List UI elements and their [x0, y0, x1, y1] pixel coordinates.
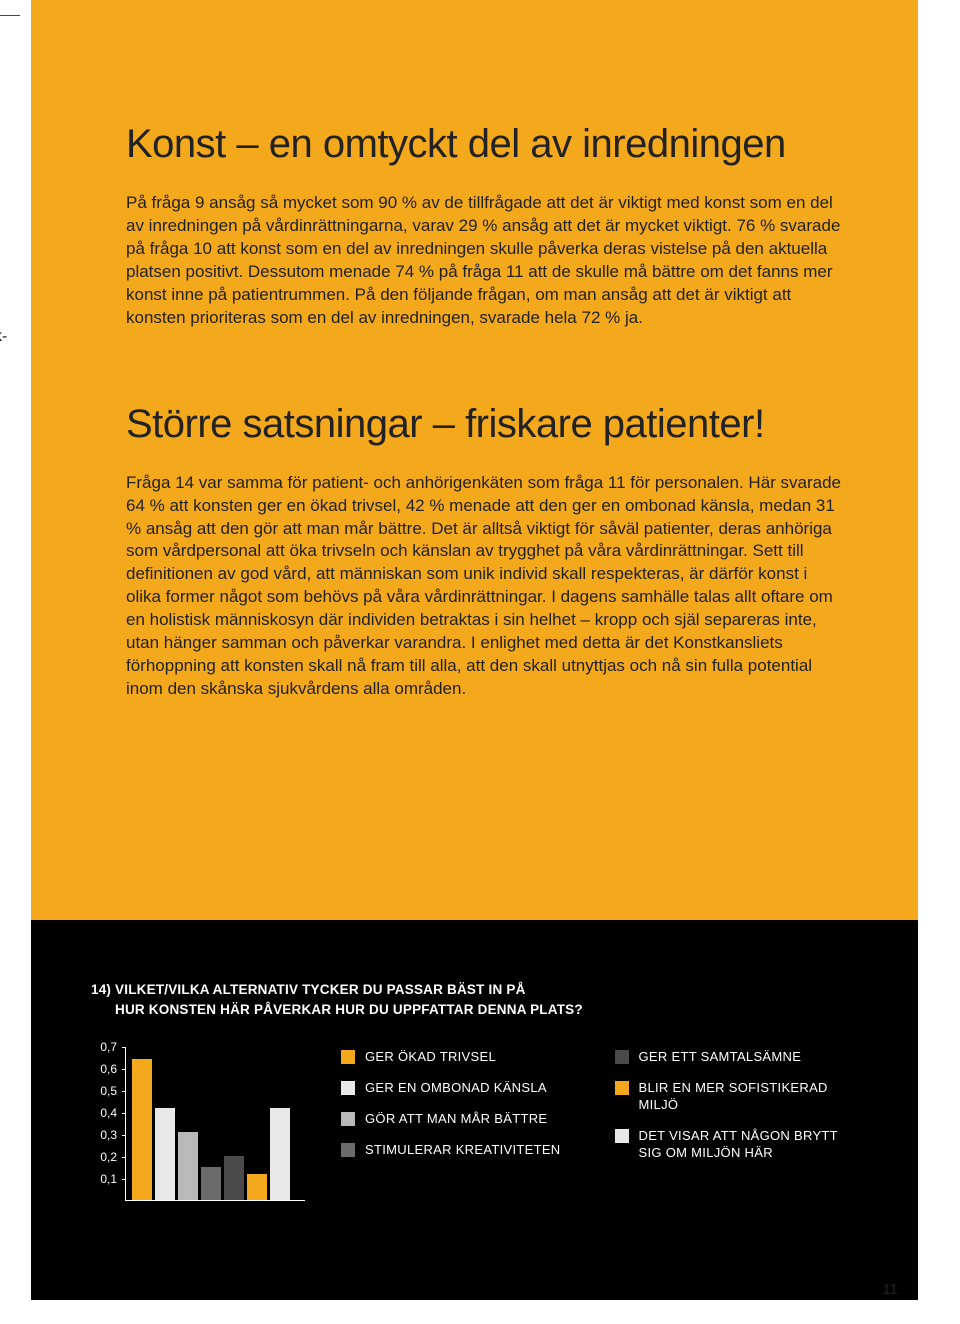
- y-tick-mark: [122, 1135, 126, 1136]
- page-number: 11: [882, 1281, 898, 1298]
- legend-swatch: [341, 1143, 355, 1157]
- y-tick-mark: [122, 1179, 126, 1180]
- legend-label: DET VISAR ATT NÅGON BRYTT SIG OM MILJÖN …: [639, 1128, 859, 1162]
- article1-heading: Konst – en omtyckt del av inredningen: [126, 120, 843, 168]
- y-tick-mark: [122, 1091, 126, 1092]
- crop-mark-top: [0, 15, 20, 16]
- legend-item: GÖR ATT MAN MÅR BÄTTRE: [341, 1111, 585, 1128]
- legend-label: GER EN OMBONAD KÄNSLA: [365, 1080, 547, 1097]
- y-tick-mark: [122, 1113, 126, 1114]
- y-tick-label: 0,2: [100, 1150, 117, 1164]
- legend-swatch: [615, 1129, 629, 1143]
- y-tick-label: 0,1: [100, 1172, 117, 1186]
- chart-row: 0,70,60,50,40,30,20,1 GER ÖKAD TRIVSELGE…: [91, 1047, 858, 1227]
- plot-area: [125, 1047, 305, 1201]
- y-tick-mark: [122, 1047, 126, 1048]
- legend-label: BLIR EN MER SOFISTIKERAD MILJÖ: [639, 1080, 859, 1114]
- bar: [132, 1059, 152, 1200]
- y-tick-mark: [122, 1157, 126, 1158]
- legend-item: DET VISAR ATT NÅGON BRYTT SIG OM MILJÖN …: [615, 1128, 859, 1162]
- y-tick-label: 0,3: [100, 1128, 117, 1142]
- legend-swatch: [341, 1112, 355, 1126]
- side-marker: k-: [0, 328, 7, 346]
- legend-item: STIMULERAR KREATIVITETEN: [341, 1142, 585, 1159]
- bar: [247, 1174, 267, 1200]
- legend-col-1: GER ÖKAD TRIVSEL GER EN OMBONAD KÄNSLA GÖR…: [341, 1047, 585, 1227]
- article2-body: Fråga 14 var samma för patient- och anhö…: [126, 472, 843, 701]
- legend-label: GER ÖKAD TRIVSEL: [365, 1049, 496, 1066]
- bar: [201, 1167, 221, 1200]
- article2-heading: Större satsningar – friskare patienter!: [126, 400, 843, 448]
- y-tick-mark: [122, 1069, 126, 1070]
- bar: [224, 1156, 244, 1200]
- legend-item: BLIR EN MER SOFISTIKERAD MILJÖ: [615, 1080, 859, 1114]
- bar: [155, 1108, 175, 1200]
- article2: Större satsningar – friskare patienter! …: [126, 400, 843, 701]
- bar: [178, 1132, 198, 1200]
- question-line2: HUR KONSTEN HÄR PÅVERKAR HUR DU UPPFATTA…: [91, 1000, 858, 1020]
- bar: [270, 1108, 290, 1200]
- question-label: 14) VILKET/VILKA ALTERNATIV TYCKER DU PA…: [91, 980, 858, 1019]
- article1-body: På fråga 9 ansåg så mycket som 90 % av d…: [126, 192, 843, 330]
- bar-chart: 0,70,60,50,40,30,20,1: [91, 1047, 311, 1227]
- legend-label: GER ETT SAMTALSÄMNE: [639, 1049, 802, 1066]
- legend-swatch: [615, 1050, 629, 1064]
- question-line1: 14) VILKET/VILKA ALTERNATIV TYCKER DU PA…: [91, 982, 526, 997]
- legend-item: GER ETT SAMTALSÄMNE: [615, 1049, 859, 1066]
- legend-swatch: [341, 1050, 355, 1064]
- orange-panel: Konst – en omtyckt del av inredningen På…: [31, 0, 918, 920]
- legend-swatch: [615, 1081, 629, 1095]
- y-tick-label: 0,5: [100, 1084, 117, 1098]
- y-tick-label: 0,4: [100, 1106, 117, 1120]
- y-tick-label: 0,6: [100, 1062, 117, 1076]
- y-tick-label: 0,7: [100, 1040, 117, 1054]
- legend-swatch: [341, 1081, 355, 1095]
- legend-label: GÖR ATT MAN MÅR BÄTTRE: [365, 1111, 547, 1128]
- legend-item: GER EN OMBONAD KÄNSLA: [341, 1080, 585, 1097]
- legend-label: STIMULERAR KREATIVITETEN: [365, 1142, 560, 1159]
- legend-item: GER ÖKAD TRIVSEL: [341, 1049, 585, 1066]
- legend-col-2: GER ETT SAMTALSÄMNE BLIR EN MER SOFISTIKE…: [615, 1047, 859, 1227]
- black-panel: 14) VILKET/VILKA ALTERNATIV TYCKER DU PA…: [31, 920, 918, 1300]
